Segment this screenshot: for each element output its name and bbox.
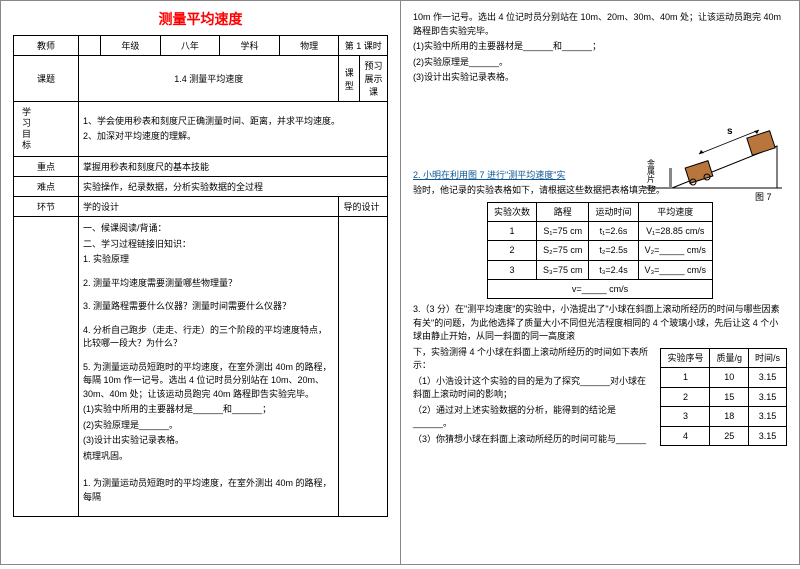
t2r2c0: 2 — [488, 241, 537, 260]
t2r3c1: S₃=75 cm — [537, 260, 589, 279]
page-left: 测量平均速度 教师 年级 八年 学科 物理 第 1 课时 课题 1.4 测量平均… — [0, 0, 400, 565]
difficulty-value: 实验操作，纪录数据，分析实验数据的全过程 — [79, 177, 388, 197]
keypoint-value: 掌握用秒表和刻度尺的基本技能 — [79, 157, 388, 177]
d-i7: 5. 为测量运动员短跑时的平均速度，在室外测出 40m 的路程，每隔 10m 作… — [83, 361, 334, 402]
page-right: 10m 作一记号。选出 4 位记时员分别站在 10m、20m、30m、40m 处… — [400, 0, 800, 565]
teacher-cell — [79, 36, 101, 56]
t3r3c2: 3.15 — [748, 426, 786, 445]
t2r3c2: t₃=2.4s — [589, 260, 638, 279]
content-side — [14, 217, 79, 517]
lesson-table: 教师 年级 八年 学科 物理 第 1 课时 课题 1.4 测量平均速度 课型 预… — [13, 35, 388, 517]
d-i3: 1. 实验原理 — [83, 253, 334, 267]
experiment-table: 实验次数 路程 运动时间 平均速度 1S₁=75 cmt₁=2.6sV₁=28.… — [487, 202, 713, 300]
d-i6: 4. 分析自己跑步（走走、行走）的三个阶段的平均速度特点，比较哪一段大？为什么？ — [83, 324, 334, 351]
t2r3c3: V₃=_____ cm/s — [638, 260, 712, 279]
t3r1c0: 2 — [661, 387, 710, 406]
t3r0c0: 1 — [661, 368, 710, 387]
grade-value: 八年 — [160, 36, 220, 56]
t2r1c1: S₁=75 cm — [537, 221, 589, 240]
t2h2: 路程 — [537, 202, 589, 221]
topic-label: 课题 — [14, 56, 79, 102]
t2r3c0: 3 — [488, 260, 537, 279]
guide-content — [339, 217, 388, 517]
keypoint-label: 重点 — [14, 157, 79, 177]
design-label: 学的设计 — [79, 197, 339, 217]
period-value: 第 1 课时 — [339, 36, 388, 56]
label-s: s — [727, 126, 733, 137]
t3r3c0: 4 — [661, 426, 710, 445]
segment-label: 环节 — [14, 197, 79, 217]
d-i7c: (3)设计出实验记录表格。 — [83, 434, 334, 448]
r0: 10m 作一记号。选出 4 位记时员分别站在 10m、20m、30m、40m 处… — [413, 11, 787, 38]
t2r1c2: t₁=2.6s — [589, 221, 638, 240]
d-i2: 二、学习过程链接旧知识： — [83, 238, 334, 252]
t2h4: 平均速度 — [638, 202, 712, 221]
doc-title: 测量平均速度 — [13, 9, 388, 29]
incline-diagram: s 金 属 片 图 7 — [637, 106, 787, 201]
t3h2: 质量/g — [710, 348, 749, 367]
t3r0c2: 3.15 — [748, 368, 786, 387]
goals-label: 学习目标 — [14, 102, 79, 157]
q3-block: 3.（3 分）在"测平均速度"的实验中，小浩提出了"小球在斜面上滚动所经历的时间… — [413, 303, 787, 448]
r1: (1)实验中所用的主要器材是______和______； — [413, 40, 787, 54]
subject-label: 学科 — [220, 36, 280, 56]
mass-time-table: 实验序号质量/g时间/s 1103.15 2153.15 3183.15 425… — [660, 348, 787, 446]
right-content: 10m 作一记号。选出 4 位记时员分别站在 10m、20m、30m、40m 处… — [413, 11, 787, 448]
t3r2c1: 18 — [710, 407, 749, 426]
t3r0c1: 10 — [710, 368, 749, 387]
teacher-label: 教师 — [14, 36, 79, 56]
svg-text:片: 片 — [647, 174, 655, 184]
d-i8: 梳理巩固。 — [83, 450, 334, 464]
goal-1: 1、学会使用秒表和刻度尺正确测量时间、距离，并求平均速度。 — [83, 115, 383, 129]
topic-row: 课题 1.4 测量平均速度 课型 预习展示课 — [14, 56, 388, 102]
d-i4: 2. 测量平均速度需要测量哪些物理量？ — [83, 277, 334, 291]
t3r2c0: 3 — [661, 407, 710, 426]
segment-row: 环节 学的设计 导的设计 — [14, 197, 388, 217]
keypoint-row: 重点 掌握用秒表和刻度尺的基本技能 — [14, 157, 388, 177]
type-value: 预习展示课 — [359, 56, 387, 102]
difficulty-label: 难点 — [14, 177, 79, 197]
design-content: 一、候课阅读/背诵： 二、学习过程链接旧知识： 1. 实验原理 2. 测量平均速… — [79, 217, 339, 517]
t3h1: 实验序号 — [661, 348, 710, 367]
t2rf: v=_____ cm/s — [488, 280, 713, 299]
t2r1c0: 1 — [488, 221, 537, 240]
t2r2c2: t₂=2.5s — [589, 241, 638, 260]
d-i5: 3. 测量路程需要什么仪器？测量时间需要什么仪器？ — [83, 300, 334, 314]
topic-value: 1.4 测量平均速度 — [79, 56, 339, 102]
d-i7a: (1)实验中所用的主要器材是______和______； — [83, 403, 334, 417]
d-i1: 一、候课阅读/背诵： — [83, 222, 334, 236]
q3: 3.（3 分）在"测平均速度"的实验中，小浩提出了"小球在斜面上滚动所经历的时间… — [413, 303, 787, 344]
r2: (2)实验原理是______。 — [413, 56, 787, 70]
goal-2: 2、加深对平均速度的理解。 — [83, 130, 383, 144]
t2h1: 实验次数 — [488, 202, 537, 221]
type-label: 课型 — [339, 56, 360, 102]
d-i9: 1. 为测量运动员短跑时的平均速度，在室外测出 40m 的路程，每隔 — [83, 477, 334, 504]
t2r2c1: S₂=75 cm — [537, 241, 589, 260]
goals-row: 学习目标 1、学会使用秒表和刻度尺正确测量时间、距离，并求平均速度。 2、加深对… — [14, 102, 388, 157]
r3: (3)设计出实验记录表格。 — [413, 71, 787, 85]
t3r2c2: 3.15 — [748, 407, 786, 426]
t3r1c2: 3.15 — [748, 387, 786, 406]
t2r2c3: V₂=_____ cm/s — [638, 241, 712, 260]
subject-value: 物理 — [279, 36, 339, 56]
goals-cell: 1、学会使用秒表和刻度尺正确测量时间、距离，并求平均速度。 2、加深对平均速度的… — [79, 102, 388, 157]
header-row: 教师 年级 八年 学科 物理 第 1 课时 — [14, 36, 388, 56]
difficulty-row: 难点 实验操作，纪录数据，分析实验数据的全过程 — [14, 177, 388, 197]
t3r1c1: 15 — [710, 387, 749, 406]
d-i7b: (2)实验原理是______。 — [83, 419, 334, 433]
grade-label: 年级 — [101, 36, 161, 56]
t2h3: 运动时间 — [589, 202, 638, 221]
content-row: 一、候课阅读/背诵： 二、学习过程链接旧知识： 1. 实验原理 2. 测量平均速… — [14, 217, 388, 517]
diagram-caption: 图 7 — [755, 192, 772, 201]
t3r3c1: 25 — [710, 426, 749, 445]
guide-label: 导的设计 — [339, 197, 388, 217]
t2r1c3: V₁=28.85 cm/s — [638, 221, 712, 240]
t3h3: 时间/s — [748, 348, 786, 367]
